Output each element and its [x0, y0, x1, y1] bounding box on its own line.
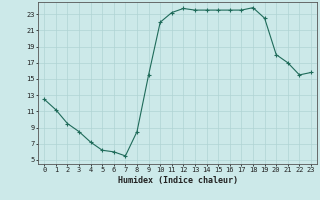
X-axis label: Humidex (Indice chaleur): Humidex (Indice chaleur) — [118, 176, 238, 185]
